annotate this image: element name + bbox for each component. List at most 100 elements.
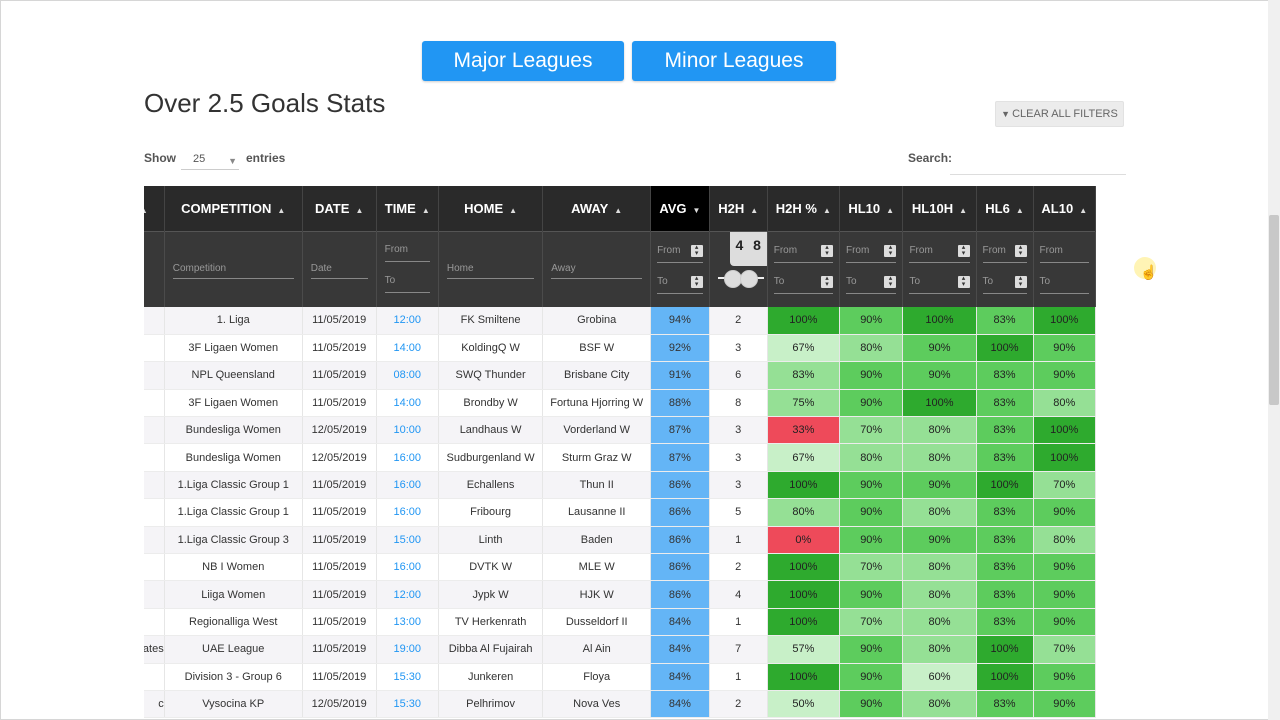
cell-c0	[144, 334, 165, 363]
table-row[interactable]: 1. Liga 11/05/2019 12:00 FK Smiltene Grobina…	[144, 307, 1096, 335]
cell-time: 16:00	[376, 443, 439, 472]
competition-filter-input[interactable]: Competition	[172, 259, 294, 280]
spinner-arrows-icon[interactable]: ▴ ▾	[884, 244, 897, 257]
cell-away: HJK W	[542, 580, 652, 609]
column-header-competition[interactable]: COMPETITION ▲	[164, 186, 303, 231]
from-filter-input[interactable]: From ▴ ▾	[909, 240, 970, 263]
to-filter-input[interactable]: To ▴ ▾	[909, 271, 970, 294]
table-row[interactable]: Division 3 - Group 6 11/05/2019 15:30 Junke…	[144, 663, 1096, 691]
sort-asc-icon: ▲	[421, 205, 430, 215]
cell-date: 11/05/2019	[302, 663, 377, 691]
spinner-arrows-icon[interactable]: ▴ ▾	[820, 244, 833, 257]
table-row[interactable]: Liiga Women 11/05/2019 12:00 Jypk W HJK W 86%…	[144, 580, 1096, 609]
column-header-home[interactable]: HOME ▲	[438, 186, 544, 231]
filter-cell-hl10h: From ▴ ▾ To ▴ ▾	[902, 230, 977, 307]
table-row[interactable]: 1.Liga Classic Group 1 11/05/2019 16:00 Fri…	[144, 498, 1096, 527]
scrollbar-thumb[interactable]	[1269, 215, 1279, 405]
table-row[interactable]: Bundesliga Women 12/05/2019 16:00 Sudburgen…	[144, 443, 1096, 472]
table-row[interactable]: 3F Ligaen Women 11/05/2019 14:00 KoldingQ W…	[144, 334, 1096, 363]
cell-competition: Vysocina KP	[164, 690, 303, 719]
column-header-hl10[interactable]: HL10 ▲	[839, 186, 904, 231]
time-to-input[interactable]: To	[384, 270, 430, 294]
table-row[interactable]: ates UAE League 11/05/2019 19:00 Dibba Al Fu…	[144, 635, 1096, 664]
spinner-arrows-icon[interactable]: ▴ ▾	[690, 244, 703, 257]
h2h-slider-min-handle[interactable]	[723, 269, 742, 288]
cell-hl10h: 80%	[902, 580, 977, 609]
column-header-away[interactable]: AWAY ▲	[542, 186, 652, 231]
cell-hl10h: 90%	[902, 334, 977, 363]
table-row[interactable]: c Vysocina KP 12/05/2019 15:30 Pelhrimov Nova…	[144, 690, 1096, 719]
entries-select[interactable]: 25 ▼	[181, 150, 239, 170]
home-filter-input[interactable]: Home	[446, 259, 535, 280]
cell-competition: 1.Liga Classic Group 3	[164, 526, 303, 555]
spinner-arrows-icon[interactable]: ▴ ▾	[820, 275, 833, 288]
from-filter-label: From	[657, 245, 681, 257]
column-header-hl6[interactable]: HL6 ▲	[976, 186, 1034, 231]
away-filter-input[interactable]: Away	[551, 259, 643, 280]
spinner-arrows-icon[interactable]: ▴ ▾	[1014, 244, 1027, 257]
column-header-h2h-pct[interactable]: H2H % ▲	[767, 186, 840, 231]
filter-cell-date: Date	[302, 230, 377, 307]
to-filter-input[interactable]: To ▴ ▾	[773, 271, 833, 294]
table-row[interactable]: 1.Liga Classic Group 3 11/05/2019 15:00 Lin…	[144, 526, 1096, 555]
filter-cell-hl6: From ▴ ▾ To ▴ ▾	[976, 230, 1034, 307]
column-header-time[interactable]: TIME ▲	[376, 186, 439, 231]
cell-c0: c	[144, 690, 165, 719]
column-header-avg[interactable]: AVG ▼	[650, 186, 710, 231]
table-row[interactable]: NPL Queensland 11/05/2019 08:00 SWQ Thunder…	[144, 361, 1096, 390]
to-filter-input[interactable]: To	[1039, 271, 1089, 294]
cell-hl10: 80%	[839, 443, 904, 472]
minor-leagues-button[interactable]: Minor Leagues	[632, 41, 836, 81]
column-header-date[interactable]: DATE ▲	[302, 186, 377, 231]
h2h-slider-max-handle[interactable]	[739, 269, 758, 288]
column-header-col-blank[interactable]: ▲	[144, 186, 165, 231]
from-filter-input[interactable]: From ▴ ▾	[982, 240, 1027, 263]
spinner-arrows-icon[interactable]: ▴ ▾	[1014, 275, 1027, 288]
table-row[interactable]: 1.Liga Classic Group 1 11/05/2019 16:00 Ech…	[144, 471, 1096, 500]
time-from-input[interactable]: From	[384, 239, 430, 263]
cell-competition: Bundesliga Women	[164, 416, 303, 445]
cell-away: Grobina	[542, 307, 652, 335]
to-filter-input[interactable]: To ▴ ▾	[657, 271, 703, 294]
cell-hl10h: 80%	[902, 498, 977, 527]
column-header-label: H2H %	[775, 200, 817, 216]
from-filter-input[interactable]: From ▴ ▾	[845, 240, 897, 263]
clear-all-filters-button[interactable]: ▼ CLEAR ALL FILTERS	[995, 101, 1124, 127]
cell-hl10: 90%	[839, 690, 904, 719]
to-filter-input[interactable]: To ▴ ▾	[982, 271, 1027, 294]
spinner-arrows-icon[interactable]: ▴ ▾	[690, 275, 703, 288]
search-input[interactable]	[950, 150, 1126, 175]
date-filter-input[interactable]: Date	[310, 259, 368, 280]
cell-home: Echallens	[438, 471, 544, 500]
cell-al10: 100%	[1033, 443, 1096, 472]
spinner-arrows-icon[interactable]: ▴ ▾	[884, 275, 897, 288]
from-filter-input[interactable]: From	[1039, 240, 1089, 263]
cell-away: Brisbane City	[542, 361, 652, 390]
cell-hl10: 90%	[839, 635, 904, 664]
cell-hl10h: 80%	[902, 416, 977, 445]
cell-time: 15:30	[376, 690, 439, 719]
sort-asc-icon: ▲	[144, 206, 148, 215]
column-header-label: COMPETITION	[181, 200, 272, 216]
to-filter-label: To	[845, 276, 857, 288]
table-row[interactable]: Bundesliga Women 12/05/2019 10:00 Landhaus …	[144, 416, 1096, 445]
column-header-hl10h[interactable]: HL10H ▲	[902, 186, 977, 231]
column-header-h2h[interactable]: H2H ▲	[709, 186, 768, 231]
spinner-arrows-icon[interactable]: ▴ ▾	[957, 244, 970, 257]
from-filter-input[interactable]: From ▴ ▾	[657, 240, 703, 263]
spinner-arrows-icon[interactable]: ▴ ▾	[957, 275, 970, 288]
cell-competition: 3F Ligaen Women	[164, 389, 303, 418]
to-filter-input[interactable]: To ▴ ▾	[845, 271, 897, 294]
sort-asc-icon: ▲	[959, 205, 968, 215]
cell-al10: 90%	[1033, 608, 1096, 637]
column-header-al10[interactable]: AL10 ▲	[1033, 186, 1096, 231]
table-row[interactable]: Regionalliga West 11/05/2019 13:00 TV Herke…	[144, 608, 1096, 637]
table-row[interactable]: NB I Women 11/05/2019 16:00 DVTK W MLE W 86% 2…	[144, 553, 1096, 582]
cell-avg: 87%	[650, 416, 710, 445]
cell-time: 14:00	[376, 389, 439, 418]
cell-home: TV Herkenrath	[438, 608, 544, 637]
cell-hl10: 90%	[839, 580, 904, 609]
from-filter-input[interactable]: From ▴ ▾	[773, 240, 833, 263]
major-leagues-button[interactable]: Major Leagues	[422, 41, 624, 81]
